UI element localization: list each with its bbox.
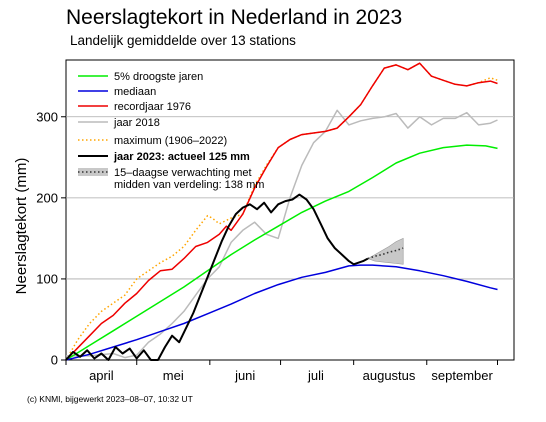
legend-label-j2023: jaar 2023: actueel 125 mm: [113, 151, 250, 163]
y-tick-label: 200: [36, 190, 58, 205]
forecast-band-layer: [367, 237, 404, 265]
chart-title: Neerslagtekort in Nederland in 2023: [66, 6, 402, 29]
legend-swatch-band: [78, 168, 108, 176]
legend-label-maximum: maximum (1906–2022): [114, 135, 227, 147]
month-label: juni: [234, 368, 255, 383]
month-label: september: [431, 368, 493, 383]
series-line-j2018: [66, 109, 498, 359]
legend-label-verwachting: 15–daagse verwachting met: [114, 167, 252, 179]
x-axis: april mei juni juli augustus september: [65, 360, 498, 383]
series-line-droogste: [65, 144, 498, 361]
plot-frame: [65, 59, 515, 361]
month-label: juli: [307, 368, 324, 383]
legend: 5% droogste jaren mediaan recordjaar 1976 j…: [78, 71, 264, 191]
legend-label-recordjaar: recordjaar 1976: [114, 101, 191, 113]
forecast-band: [367, 237, 404, 265]
legend-label-droogste: 5% droogste jaren: [114, 71, 203, 83]
plot-area: 0 100 200 300 april mei juni juli augustus septe…: [36, 59, 515, 383]
y-axis: 0 100 200 300: [36, 109, 66, 368]
chart-subtitle: Landelijk gemiddelde over 13 stations: [70, 33, 296, 48]
month-label: april: [89, 368, 114, 383]
y-tick-label: 100: [36, 271, 58, 286]
series-line-recordjaar: [65, 62, 498, 361]
series-line-j2023: [65, 193, 369, 361]
y-tick-label: 0: [51, 353, 58, 368]
series-layer: [65, 62, 498, 361]
month-label: augustus: [363, 368, 416, 383]
y-axis-label: Neerslagtekort (mm): [13, 158, 30, 295]
y-tick-label: 300: [36, 109, 58, 124]
legend-label-mediaan: mediaan: [114, 86, 156, 98]
legend-label-j2018: jaar 2018: [113, 117, 160, 129]
footer-credit: (c) KNMI, bijgewerkt 2023–08–07, 10:32 U…: [27, 394, 193, 404]
legend-label-verwachting-line2: midden van verdeling: 138 mm: [114, 179, 264, 191]
series-line-mediaan: [65, 264, 498, 361]
month-label: mei: [163, 368, 184, 383]
